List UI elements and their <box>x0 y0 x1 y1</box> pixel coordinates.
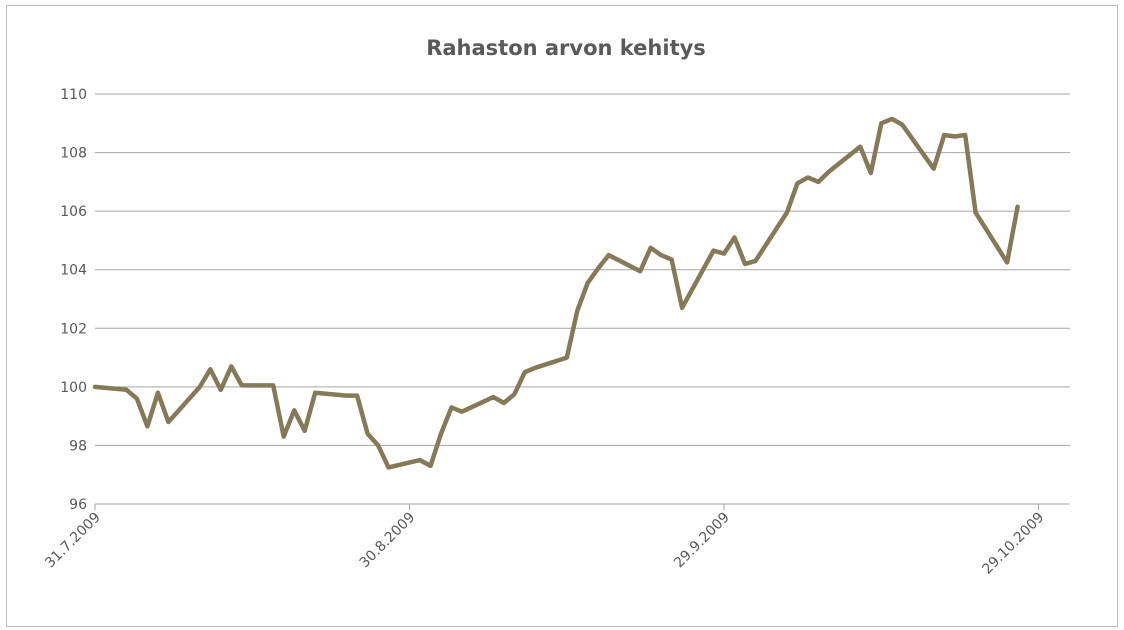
chart-title: Rahaston arvon kehitys <box>426 36 706 60</box>
y-axis-ticks: 96 98 100 102 104 106 108 110 <box>60 87 87 513</box>
x-axis-ticks: 31.7.2009 30.8.2009 29.9.2009 29.10.2009 <box>42 510 1047 578</box>
line-chart: 96 98 100 102 104 106 108 110 31.7.2009 30.8.200… <box>42 36 1070 578</box>
x-tick-label: 31.7.2009 <box>42 510 104 572</box>
x-tick-label: 29.9.2009 <box>671 510 733 572</box>
y-tick-label: 98 <box>69 438 87 454</box>
axes <box>94 503 1070 510</box>
series-layer <box>92 116 1020 470</box>
y-tick-label: 110 <box>60 87 87 103</box>
y-tick-label: 100 <box>60 380 87 396</box>
chart-area: 96 98 100 102 104 106 108 110 31.7.2009 30.8.200… <box>6 5 1118 627</box>
y-tick-label: 108 <box>60 146 87 162</box>
y-tick-label: 106 <box>60 204 87 220</box>
y-tick-label: 102 <box>60 321 87 337</box>
x-tick-label: 29.10.2009 <box>979 510 1047 578</box>
series-line <box>92 116 1020 470</box>
x-tick-label: 30.8.2009 <box>357 510 419 572</box>
y-tick-label: 96 <box>69 497 87 513</box>
y-tick-label: 104 <box>60 263 87 279</box>
